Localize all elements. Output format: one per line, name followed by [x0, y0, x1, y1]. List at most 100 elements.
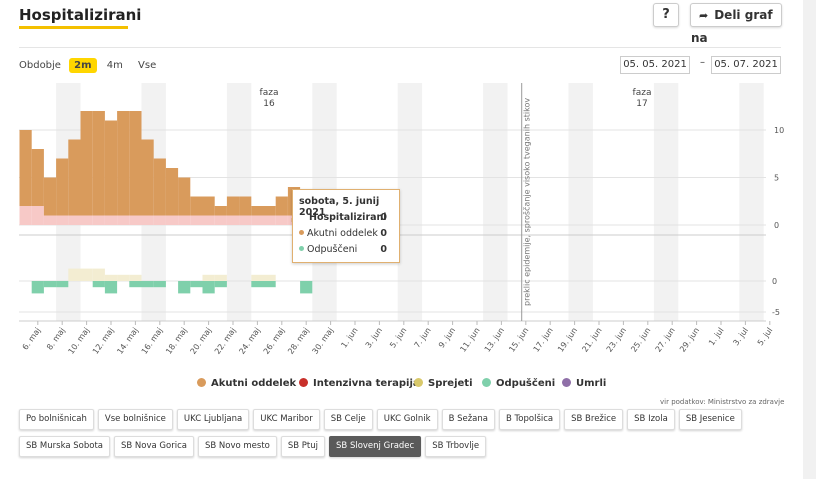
bar-intensive: [31, 206, 44, 225]
bar-released: [56, 281, 69, 288]
legend-item-admitted[interactable]: Sprejeti: [414, 378, 473, 389]
x-tick-label: 27. jun: [654, 326, 677, 354]
region-button[interactable]: B Sežana: [441, 409, 495, 430]
region-button[interactable]: Vse bolnišnice: [97, 409, 173, 430]
region-button[interactable]: SB Izola: [627, 409, 675, 430]
region-button[interactable]: SB Nova Gorica: [114, 436, 194, 457]
page-title: Hospitalizirani: [19, 6, 142, 24]
legend-label: Odpuščeni: [496, 378, 556, 389]
bar-acute: [263, 206, 276, 216]
bar-intensive: [263, 215, 276, 225]
date-from-input[interactable]: 05. 05. 2021: [620, 56, 690, 74]
region-buttons-row-1: Po bolnišnicah Vse bolnišnice UKC Ljubljan…: [19, 409, 746, 430]
legend-dot-icon: [197, 378, 206, 387]
period-option-4m[interactable]: 4m: [106, 60, 123, 71]
event-label-phase17: faza: [633, 88, 652, 98]
x-tick-label: 11. jun: [458, 326, 481, 354]
bar-intensive: [251, 215, 264, 225]
legend-item-released[interactable]: Odpuščeni: [482, 378, 555, 389]
bar-released: [202, 281, 215, 294]
bar-admitted: [92, 268, 105, 281]
x-tick-label: 13. jun: [483, 326, 506, 354]
region-button[interactable]: SB Celje: [323, 409, 373, 430]
x-tick-label: 5. jun: [388, 326, 408, 350]
x-tick-label: 16. maj: [140, 326, 165, 356]
region-button[interactable]: SB Novo mesto: [197, 436, 277, 457]
bar-intensive: [19, 206, 32, 225]
bar-intensive: [80, 215, 93, 225]
x-tick-label: 12. maj: [91, 326, 116, 356]
period-selector: Obdobje 2m 4m Vse: [19, 58, 163, 73]
legend-dot-icon: [562, 378, 571, 387]
region-button[interactable]: SB Brežice: [564, 409, 624, 430]
share-arrow-icon: ➦: [699, 9, 709, 22]
bar-intensive: [226, 215, 240, 225]
bar-intensive: [275, 215, 288, 225]
bar-acute: [153, 158, 166, 216]
legend-item-icu[interactable]: Intenzivna terapija: [299, 378, 420, 389]
released-dot-icon: [299, 246, 304, 251]
bar-intensive: [68, 215, 81, 225]
tooltip-row-acute: Akutni oddelek 0: [299, 228, 393, 239]
bar-intensive: [214, 215, 227, 225]
bar-intensive: [178, 215, 191, 225]
legend-item-acute[interactable]: Akutni oddelek: [197, 378, 296, 389]
bar-acute: [226, 196, 240, 216]
bar-intensive: [153, 215, 166, 225]
bar-intensive: [104, 215, 118, 225]
tooltip-row-released: Odpuščeni 0: [299, 244, 393, 255]
date-to-input[interactable]: 05. 07. 2021: [711, 56, 781, 74]
region-button[interactable]: SB Ptuj: [280, 436, 326, 457]
x-tick-label: 1. jun: [339, 326, 359, 350]
y-tick-label: 5: [774, 174, 779, 183]
page-scrollbar[interactable]: [803, 0, 816, 479]
acute-dot-icon: [299, 230, 304, 235]
period-label: Obdobje: [19, 60, 61, 71]
bar-acute: [129, 111, 142, 216]
bar-intensive: [117, 215, 130, 225]
x-tick-label: 21. jun: [580, 326, 603, 354]
bar-acute: [31, 149, 44, 206]
help-button[interactable]: ?: [653, 3, 679, 27]
bar-admitted: [129, 274, 142, 281]
x-tick-label: 14. maj: [115, 326, 140, 356]
region-button[interactable]: B Topolšica: [499, 409, 561, 430]
event-label-epidemic-end: preklic epidemije, sproščanje visoko tve…: [522, 98, 532, 306]
x-tick-label: 28. maj: [286, 326, 311, 356]
region-button[interactable]: UKC Maribor: [253, 409, 320, 430]
weekend-band: [483, 83, 508, 321]
bar-released: [178, 281, 191, 294]
region-button[interactable]: SB Trbovlje: [425, 436, 487, 457]
bar-acute: [178, 177, 191, 216]
bar-admitted: [104, 274, 118, 281]
period-option-all[interactable]: Vse: [138, 60, 157, 71]
bar-released: [129, 281, 142, 288]
region-buttons-row-2: SB Murska Sobota SB Nova Gorica SB Novo me…: [19, 436, 490, 457]
bar-acute: [202, 196, 215, 216]
region-button[interactable]: Po bolnišnicah: [19, 409, 94, 430]
x-tick-label: 20. maj: [189, 326, 214, 356]
region-button[interactable]: UKC Golnik: [376, 409, 438, 430]
bar-released: [92, 281, 105, 288]
period-option-2m[interactable]: 2m: [69, 58, 97, 73]
region-button[interactable]: SB Jesenice: [678, 409, 742, 430]
bar-acute: [104, 120, 118, 216]
region-button[interactable]: UKC Ljubljana: [176, 409, 250, 430]
bar-intensive: [129, 215, 142, 225]
x-tick-label: 8. maj: [45, 326, 67, 352]
x-tick-label: 3. jul: [731, 326, 750, 347]
x-tick-label: 10. maj: [67, 326, 92, 356]
share-button[interactable]: ➦ Deli graf na: [690, 3, 782, 45]
legend-label: Sprejeti: [428, 378, 473, 389]
region-button-selected[interactable]: SB Slovenj Gradec: [329, 436, 422, 457]
x-tick-label: 24. maj: [237, 326, 262, 356]
x-tick-label: 29. jun: [678, 326, 701, 354]
tooltip-row-total: Hospitalizirani 0: [299, 212, 393, 223]
bar-released: [251, 281, 264, 288]
legend-item-deaths[interactable]: Umrli: [562, 378, 606, 389]
legend-label: Intenzivna terapija: [313, 378, 420, 389]
chart-tooltip: sobota, 5. junij 2021 Hospitalizirani 0 …: [292, 189, 400, 263]
region-button[interactable]: SB Murska Sobota: [19, 436, 110, 457]
legend-label: Umrli: [576, 378, 607, 389]
